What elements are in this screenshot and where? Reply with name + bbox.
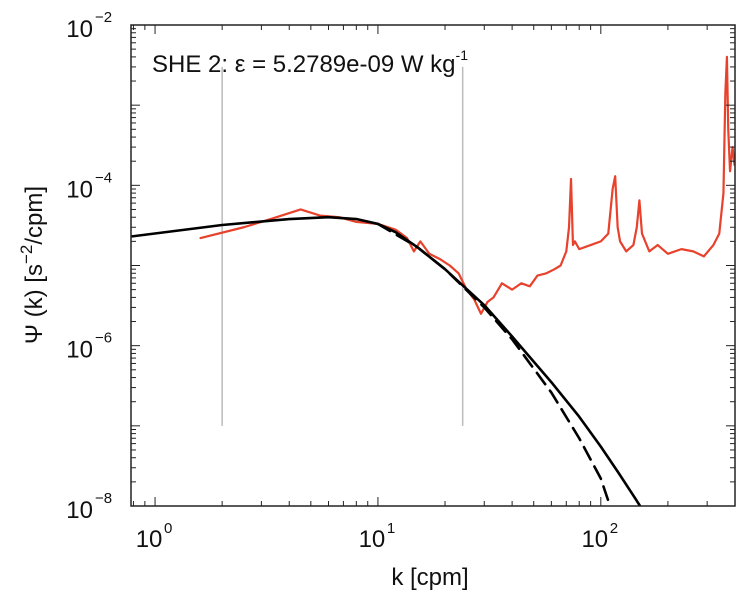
y-tick-label: 10 xyxy=(66,337,93,364)
y-tick-label-exponent: −8 xyxy=(95,490,112,507)
y-tick-label: 10 xyxy=(66,16,93,43)
y-tick-label: 10 xyxy=(66,497,93,524)
chart-title-main: SHE 2: ε = 5.2789e-09 W kg xyxy=(152,51,456,78)
y-tick-label-exponent: −6 xyxy=(95,330,112,347)
chart-title-exponent: -1 xyxy=(456,47,469,63)
chart-title: SHE 2: ε = 5.2789e-09 W kg-1 xyxy=(152,47,468,78)
x-axis-label: k [cpm] xyxy=(391,564,468,591)
y-axis-label-main: Ψ (k) [s xyxy=(21,264,48,344)
x-tick-label: 10 xyxy=(581,526,608,553)
y-tick-label-exponent: −4 xyxy=(95,169,112,186)
y-axis-label: Ψ (k) [s−2/cpm] xyxy=(17,186,48,344)
x-tick-label-exponent: 1 xyxy=(387,520,395,537)
y-tick-label: 10 xyxy=(66,176,93,203)
plot-area xyxy=(131,25,735,506)
y-axis-label-suffix: /cpm] xyxy=(21,186,48,245)
y-tick-label-exponent: −2 xyxy=(95,9,112,26)
x-tick-label: 10 xyxy=(136,526,163,553)
x-tick-label-exponent: 2 xyxy=(610,520,618,537)
y-axis-label-exponent: −2 xyxy=(17,245,36,264)
observed-spectrum-line xyxy=(199,55,735,315)
model-fit-dashed-line xyxy=(376,222,612,506)
x-tick-label-exponent: 0 xyxy=(164,520,172,537)
x-tick-label: 10 xyxy=(359,526,386,553)
